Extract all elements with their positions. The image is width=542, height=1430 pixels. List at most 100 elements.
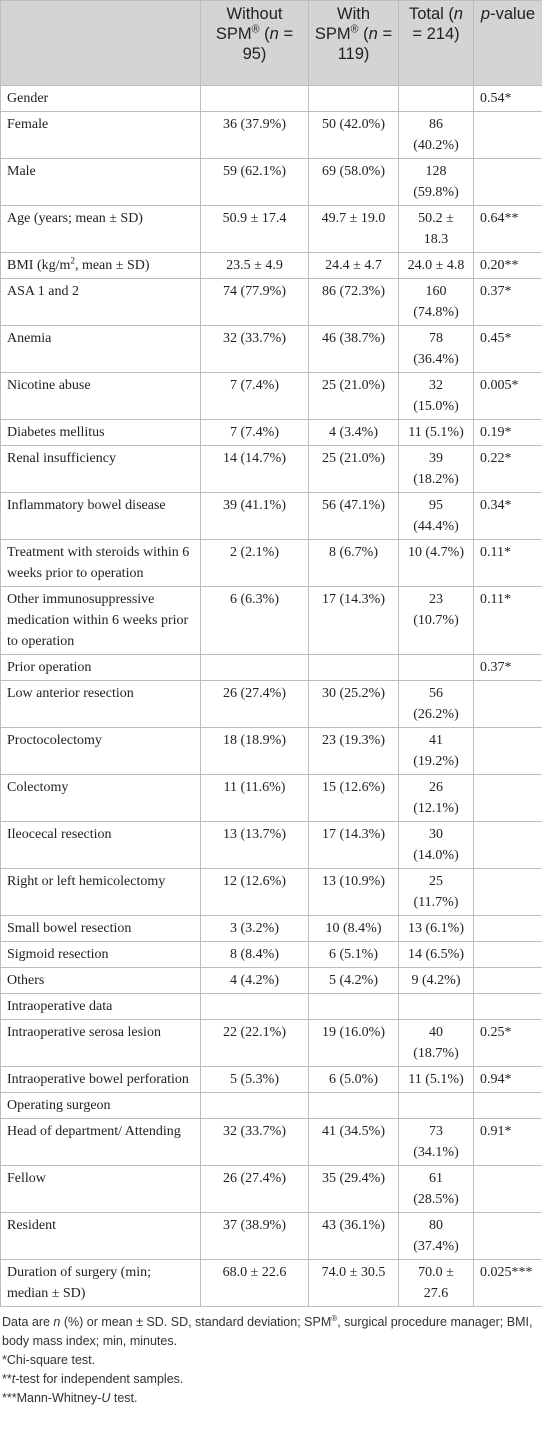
table-row: Diabetes mellitus 7 (7.4%) 4 (3.4%) 11 (5.1… [0, 419, 542, 446]
cell-text: 26 (12.1%) [413, 780, 459, 816]
footnote: **t-test for independent samples. [2, 1370, 540, 1389]
cell-text: 0.22* [480, 451, 512, 466]
row-label: Intraoperative data [0, 993, 201, 1020]
table-row: Head of department/ Attending 32 (33.7%) 4… [0, 1118, 542, 1166]
cell-text: 35 (29.4%) [322, 1171, 385, 1186]
table-cell [398, 654, 474, 681]
table-row: Ileocecal resection 13 (13.7%) 17 (14.3%) 3… [0, 821, 542, 869]
table-cell [473, 868, 542, 916]
table-cell: 50 (42.0%) [308, 111, 399, 159]
footnote-text: (%) or mean ± SD. SD, standard deviation… [60, 1315, 332, 1329]
table-cell: 61 (28.5%) [398, 1165, 474, 1213]
table-cell: 0.54* [473, 85, 542, 112]
table-cell: 128 (59.8%) [398, 158, 474, 206]
cell-text: 0.025*** [480, 1265, 533, 1280]
table-cell: 0.005* [473, 372, 542, 420]
cell-text: Low anterior resection [7, 686, 134, 701]
table-cell: 73 (34.1%) [398, 1118, 474, 1166]
table-cell: 0.19* [473, 419, 542, 446]
table-row: Colectomy 11 (11.6%) 15 (12.6%) 26 (12.1%) [0, 774, 542, 822]
table-cell: 25 (21.0%) [308, 445, 399, 493]
cell-text: 18 (18.9%) [223, 733, 286, 748]
cell-text: 13 (10.9%) [322, 874, 385, 889]
table-cell: 22 (22.1%) [200, 1019, 309, 1067]
header-text: -value [490, 5, 536, 23]
table-cell [200, 993, 309, 1020]
cell-text: 11 (5.1%) [408, 1072, 464, 1087]
table-cell: 78 (36.4%) [398, 325, 474, 373]
table-row: ASA 1 and 2 74 (77.9%) 86 (72.3%) 160 (74.8… [0, 278, 542, 326]
cell-text: 23 (19.3%) [322, 733, 385, 748]
table-cell: 0.45* [473, 325, 542, 373]
header-text: ® [350, 23, 359, 36]
cell-text: 25 (11.7%) [413, 874, 459, 910]
table-row: Intraoperative data [0, 993, 542, 1020]
cell-text: 74.0 ± 30.5 [321, 1265, 386, 1280]
table-cell: 40 (18.7%) [398, 1019, 474, 1067]
cell-text: 15 (12.6%) [322, 780, 385, 795]
table-cell: 25 (21.0%) [308, 372, 399, 420]
row-label: Colectomy [0, 774, 201, 822]
cell-text: 5 (4.2%) [329, 973, 378, 988]
table-cell: 86 (40.2%) [398, 111, 474, 159]
row-label: Age (years; mean ± SD) [0, 205, 201, 253]
cell-text: 50.9 ± 17.4 [222, 211, 287, 226]
table-cell: 86 (72.3%) [308, 278, 399, 326]
cell-text: 50.2 ± 18.3 [418, 211, 454, 247]
row-label: Female [0, 111, 201, 159]
table-cell: 10 (4.7%) [398, 539, 474, 587]
cell-text: 24.0 ± 4.8 [407, 258, 465, 273]
table-row: Proctocolectomy 18 (18.9%) 23 (19.3%) 41 (1… [0, 727, 542, 775]
table-cell: 32 (33.7%) [200, 325, 309, 373]
row-label: Anemia [0, 325, 201, 373]
table-cell [473, 941, 542, 968]
footnote-text: test. [110, 1391, 138, 1405]
table-cell [308, 85, 399, 112]
cell-text: 9 (4.2%) [411, 973, 461, 988]
table-cell: 23 (10.7%) [398, 586, 474, 655]
cell-text: 73 (34.1%) [413, 1124, 459, 1160]
table-cell: 0.11* [473, 586, 542, 655]
row-label: Prior operation [0, 654, 201, 681]
cell-text: 6 (5.1%) [329, 947, 378, 962]
cell-text: Female [7, 117, 49, 132]
row-label: Proctocolectomy [0, 727, 201, 775]
footnote-text: n [53, 1315, 61, 1329]
header-cell: p-value [473, 0, 542, 86]
table-row: Sigmoid resection 8 (8.4%) 6 (5.1%) 14 (6.5… [0, 941, 542, 968]
cell-text: 13 (6.1%) [408, 921, 464, 936]
table-row: Intraoperative bowel perforation 5 (5.3%)… [0, 1066, 542, 1093]
row-label: Male [0, 158, 201, 206]
cell-text: 22 (22.1%) [223, 1025, 286, 1040]
table-cell: 18 (18.9%) [200, 727, 309, 775]
header-text: p [480, 5, 491, 23]
table-row: Inflammatory bowel disease 39 (41.1%) 56 (… [0, 492, 542, 540]
cell-text: 37 (38.9%) [223, 1218, 286, 1233]
cell-text: 61 (28.5%) [413, 1171, 459, 1207]
cell-text: 24.4 ± 4.7 [325, 258, 382, 273]
cell-text: Other immunosuppressive medication withi… [7, 592, 189, 649]
cell-text: 26 (27.4%) [223, 686, 286, 701]
footnote-text: ® [331, 1313, 338, 1323]
cell-text: 30 (14.0%) [413, 827, 459, 863]
table-cell: 56 (47.1%) [308, 492, 399, 540]
cell-text: 19 (16.0%) [322, 1025, 385, 1040]
cell-text: 13 (13.7%) [223, 827, 286, 842]
table-cell [398, 993, 474, 1020]
cell-text: 56 (47.1%) [322, 498, 385, 513]
cell-text: Right or left hemicolectomy [7, 874, 166, 889]
cell-text: 128 (59.8%) [413, 164, 459, 200]
cell-text: Colectomy [7, 780, 69, 795]
table-cell: 6 (6.3%) [200, 586, 309, 655]
table-cell [308, 654, 399, 681]
cell-text: Others [7, 973, 45, 988]
cell-text: 32 (15.0%) [413, 378, 459, 414]
footnote: *Chi-square test. [2, 1351, 540, 1370]
cell-text: Intraoperative bowel perforation [7, 1072, 189, 1087]
cell-text: 86 (40.2%) [413, 117, 459, 153]
cell-text: Nicotine abuse [7, 378, 91, 393]
table-cell: 0.20** [473, 252, 542, 279]
footnote-text: ***Mann-Whitney- [2, 1391, 102, 1405]
header-cell: With SPM® (n = 119) [308, 0, 399, 86]
